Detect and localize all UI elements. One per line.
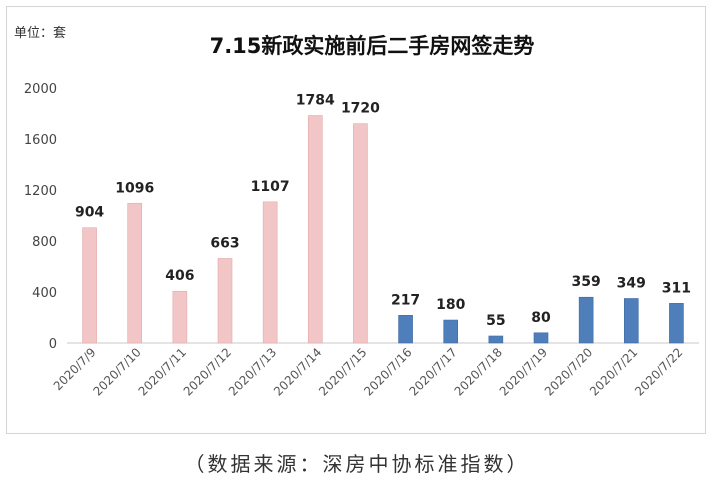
bar-2020-7-16: [398, 315, 413, 344]
data-label: 349: [617, 276, 646, 292]
data-label: 80: [531, 310, 551, 326]
x-tick-label: 2020/7/11: [136, 345, 189, 398]
bar-2020-7-21: [623, 298, 639, 344]
data-labels: 904 1096 406 663 1107 1784 1720 217 180 55 80 359 34…: [75, 93, 691, 329]
x-axis: 2020/7/92020/7/102020/7/112020/7/122020/…: [51, 345, 686, 398]
data-label: 406: [165, 268, 194, 284]
bar-2020-7-17: [443, 319, 459, 344]
y-tick-label: 800: [32, 235, 57, 250]
data-label: 663: [210, 235, 239, 251]
data-label: 1720: [341, 101, 380, 117]
data-label: 217: [391, 292, 420, 308]
y-tick-label: 1600: [24, 133, 57, 148]
chart-frame: 单位：套 7.15新政实施前后二手房网签走势 0 400 800 1200 1600 20…: [6, 6, 706, 434]
data-label: 311: [662, 280, 691, 296]
chart-title: 7.15新政实施前后二手房网签走势: [210, 34, 535, 58]
bar-2020-7-10: [127, 202, 143, 344]
data-label: 1096: [115, 180, 154, 196]
bar-2020-7-19: [533, 332, 549, 344]
unit-label: 单位：套: [14, 25, 66, 41]
x-tick-label: 2020/7/22: [632, 345, 685, 398]
x-tick-label: 2020/7/13: [226, 345, 279, 398]
bar-2020-7-11: [172, 290, 188, 344]
x-tick-label: 2020/7/20: [542, 345, 595, 398]
bar-2020-7-9: [82, 227, 97, 344]
y-tick-label: 400: [32, 286, 57, 301]
x-tick-label: 2020/7/17: [406, 345, 459, 398]
source-note: （数据来源：深房中协标准指数）: [184, 452, 530, 476]
x-tick-label: 2020/7/9: [51, 345, 99, 393]
x-tick-label: 2020/7/19: [497, 345, 550, 398]
x-tick-label: 2020/7/21: [587, 345, 640, 398]
bar-2020-7-18: [488, 335, 504, 344]
bar-2020-7-12: [217, 258, 233, 344]
bars: [82, 115, 684, 344]
x-tick-label: 2020/7/10: [90, 345, 143, 398]
y-tick-label: 2000: [24, 82, 57, 97]
y-tick-label: 0: [49, 337, 57, 352]
data-label: 180: [436, 297, 465, 313]
x-tick-label: 2020/7/16: [361, 345, 414, 398]
data-label: 359: [572, 274, 601, 290]
bar-2020-7-22: [669, 303, 684, 344]
bar-chart: 单位：套 7.15新政实施前后二手房网签走势 0 400 800 1200 1600 20…: [14, 25, 699, 399]
data-label: 1784: [296, 93, 335, 109]
y-axis: 0 400 800 1200 1600 2000: [24, 82, 57, 352]
data-label: 55: [486, 313, 505, 329]
y-tick-label: 1200: [24, 184, 57, 199]
data-label: 904: [75, 205, 104, 221]
bar-2020-7-20: [578, 296, 594, 344]
bar-2020-7-13: [262, 201, 278, 344]
bar-2020-7-15: [353, 123, 368, 344]
x-tick-label: 2020/7/18: [452, 345, 505, 398]
data-label: 1107: [251, 179, 290, 195]
x-tick-label: 2020/7/15: [316, 345, 369, 398]
x-tick-label: 2020/7/12: [181, 345, 234, 398]
x-tick-label: 2020/7/14: [271, 345, 324, 398]
bar-2020-7-14: [307, 115, 323, 344]
